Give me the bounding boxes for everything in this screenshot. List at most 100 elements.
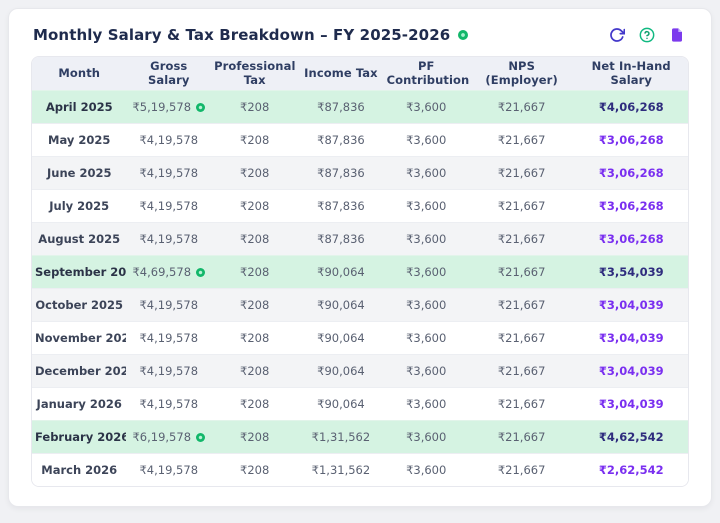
card-header: Monthly Salary & Tax Breakdown – FY 2025… — [9, 9, 711, 56]
professional-tax-cell: ₹208 — [240, 330, 270, 345]
month-cell: February 2026 — [35, 429, 127, 444]
gross-salary-cell: ₹4,19,578 — [126, 156, 211, 189]
nps-employer-cell: ₹21,667 — [497, 198, 546, 213]
gross-salary-cell: ₹4,19,578 — [126, 321, 211, 354]
income-tax-cell: ₹87,836 — [317, 165, 365, 180]
status-dot-icon — [458, 30, 469, 40]
month-cell: April 2025 — [45, 99, 113, 114]
table-row: August 2025 ₹4,19,578 ₹208 ₹87,836 ₹3,600 ₹21… — [32, 222, 688, 255]
table-row: February 2026 ₹6,19,578 ₹208 ₹1,31,562 ₹3,60… — [32, 420, 688, 453]
pf-contribution-cell: ₹3,600 — [406, 132, 447, 147]
professional-tax-cell: ₹208 — [240, 132, 270, 147]
table-row: April 2025 ₹5,19,578 ₹208 ₹87,836 ₹3,600 ₹21,… — [32, 90, 688, 123]
month-cell: June 2025 — [46, 165, 112, 180]
table-header-row: Month Gross Salary Professional Tax Inco… — [32, 57, 688, 90]
gross-salary-value: ₹4,19,578 — [139, 297, 199, 312]
nps-employer-cell: ₹21,667 — [497, 462, 546, 477]
pf-contribution-cell: ₹3,600 — [406, 363, 447, 378]
gross-salary-cell: ₹4,19,578 — [126, 222, 211, 255]
gross-salary-value: ₹5,19,578 — [132, 99, 192, 114]
column-header-pf-contribution: PF Contribution — [386, 59, 470, 88]
pf-contribution-cell: ₹3,600 — [406, 330, 447, 345]
salary-breakdown-card: Monthly Salary & Tax Breakdown – FY 2025… — [8, 8, 712, 507]
professional-tax-cell: ₹208 — [240, 264, 270, 279]
net-in-hand-cell: ₹3,04,039 — [598, 297, 664, 312]
month-cell: January 2026 — [36, 396, 122, 411]
pf-contribution-cell: ₹3,600 — [406, 462, 447, 477]
table-row: July 2025 ₹4,19,578 ₹208 ₹87,836 ₹3,600 ₹21,6… — [32, 189, 688, 222]
salary-table-container: Month Gross Salary Professional Tax Inco… — [31, 56, 689, 487]
net-in-hand-cell: ₹3,04,039 — [598, 363, 664, 378]
income-tax-cell: ₹1,31,562 — [311, 429, 371, 444]
table-row: September 2025 ₹4,69,578 ₹208 ₹90,064 ₹3,600… — [32, 255, 688, 288]
column-header-income-tax: Income Tax — [304, 66, 378, 81]
nps-employer-cell: ₹21,667 — [497, 165, 546, 180]
refresh-icon — [609, 28, 625, 42]
income-tax-cell: ₹90,064 — [317, 330, 365, 345]
column-header-net-in-hand: Net In-Hand Salary — [591, 59, 671, 88]
toolbar — [608, 27, 685, 44]
pf-contribution-cell: ₹3,600 — [406, 99, 447, 114]
gross-salary-value: ₹4,19,578 — [139, 363, 199, 378]
table-row: May 2025 ₹4,19,578 ₹208 ₹87,836 ₹3,600 ₹21,66… — [32, 123, 688, 156]
refresh-button[interactable] — [608, 27, 625, 44]
gross-salary-cell: ₹4,19,578 — [126, 288, 211, 321]
net-in-hand-cell: ₹3,06,268 — [598, 165, 664, 180]
table-row: December 2025 ₹4,19,578 ₹208 ₹90,064 ₹3,600 ₹… — [32, 354, 688, 387]
gross-salary-cell: ₹4,19,578 — [126, 123, 211, 156]
income-tax-cell: ₹90,064 — [317, 363, 365, 378]
nps-employer-cell: ₹21,667 — [497, 330, 546, 345]
net-in-hand-cell: ₹2,62,542 — [598, 462, 664, 477]
net-in-hand-cell: ₹3,54,039 — [598, 264, 664, 279]
salary-change-badge-icon — [196, 267, 206, 277]
export-document-button[interactable] — [668, 27, 685, 44]
income-tax-cell: ₹90,064 — [317, 297, 365, 312]
net-in-hand-cell: ₹3,06,268 — [598, 132, 664, 147]
gross-salary-value: ₹4,69,578 — [132, 264, 192, 279]
net-in-hand-cell: ₹3,04,039 — [598, 396, 664, 411]
table-row: October 2025 ₹4,19,578 ₹208 ₹90,064 ₹3,600 ₹2… — [32, 288, 688, 321]
net-in-hand-cell: ₹4,06,268 — [598, 99, 664, 114]
professional-tax-cell: ₹208 — [240, 396, 270, 411]
month-cell: December 2025 — [35, 363, 126, 378]
table-row: June 2025 ₹4,19,578 ₹208 ₹87,836 ₹3,600 ₹21,6… — [32, 156, 688, 189]
professional-tax-cell: ₹208 — [240, 363, 270, 378]
net-in-hand-cell: ₹3,06,268 — [598, 231, 664, 246]
gross-salary-cell: ₹6,19,578 — [126, 420, 211, 453]
column-header-professional-tax: Professional Tax — [214, 59, 296, 88]
nps-employer-cell: ₹21,667 — [497, 396, 546, 411]
gross-salary-value: ₹4,19,578 — [139, 132, 199, 147]
pf-contribution-cell: ₹3,600 — [406, 231, 447, 246]
pf-contribution-cell: ₹3,600 — [406, 165, 447, 180]
table-row: March 2026 ₹4,19,578 ₹208 ₹1,31,562 ₹3,600 ₹2… — [32, 453, 688, 486]
professional-tax-cell: ₹208 — [240, 429, 270, 444]
help-button[interactable] — [638, 27, 655, 44]
month-cell: September 2025 — [35, 264, 127, 279]
nps-employer-cell: ₹21,667 — [497, 231, 546, 246]
pf-contribution-cell: ₹3,600 — [406, 198, 447, 213]
professional-tax-cell: ₹208 — [240, 198, 270, 213]
pf-contribution-cell: ₹3,600 — [406, 396, 447, 411]
income-tax-cell: ₹87,836 — [317, 99, 365, 114]
column-header-nps-employer: NPS (Employer) — [485, 59, 558, 88]
gross-salary-value: ₹4,19,578 — [139, 462, 199, 477]
professional-tax-cell: ₹208 — [240, 99, 270, 114]
month-cell: March 2026 — [41, 462, 118, 477]
salary-change-badge-icon — [196, 102, 206, 112]
professional-tax-cell: ₹208 — [240, 297, 270, 312]
month-cell: November 2025 — [35, 330, 126, 345]
gross-salary-value: ₹4,19,578 — [139, 165, 199, 180]
net-in-hand-cell: ₹4,62,542 — [598, 429, 664, 444]
gross-salary-cell: ₹4,19,578 — [126, 387, 211, 420]
net-in-hand-cell: ₹3,06,268 — [598, 198, 664, 213]
help-circle-icon — [639, 27, 654, 43]
gross-salary-cell: ₹5,19,578 — [126, 90, 211, 123]
gross-salary-value: ₹6,19,578 — [132, 429, 192, 444]
month-cell: August 2025 — [38, 231, 121, 246]
gross-salary-cell: ₹4,19,578 — [126, 189, 211, 222]
title-wrap: Monthly Salary & Tax Breakdown – FY 2025… — [33, 26, 469, 44]
salary-table: Month Gross Salary Professional Tax Inco… — [32, 57, 688, 486]
nps-employer-cell: ₹21,667 — [497, 264, 546, 279]
month-cell: May 2025 — [48, 132, 111, 147]
gross-salary-cell: ₹4,69,578 — [126, 255, 211, 288]
